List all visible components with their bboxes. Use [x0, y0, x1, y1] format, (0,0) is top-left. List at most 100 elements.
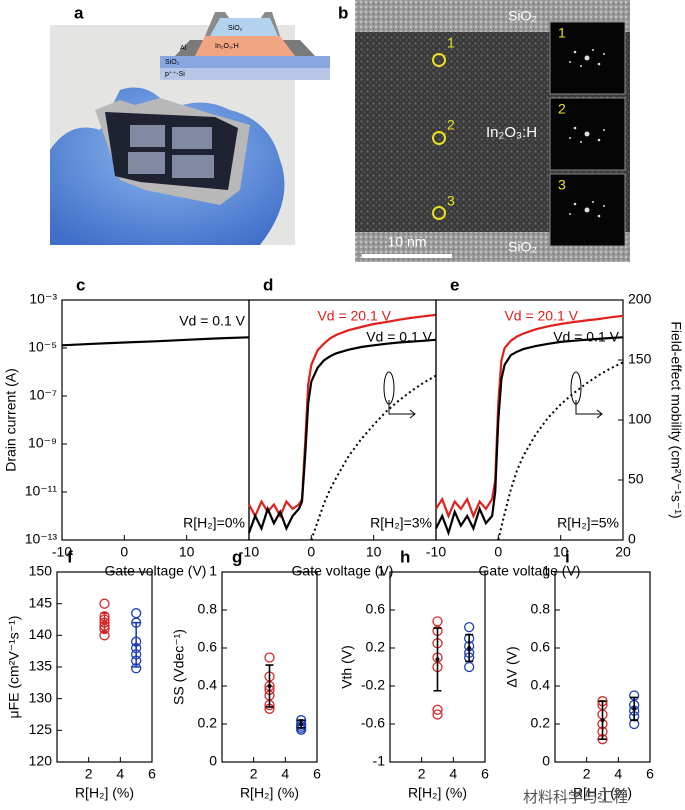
panel-label: h: [400, 547, 410, 566]
plot-frame: [554, 571, 651, 763]
x-tick-label: 20: [615, 544, 631, 560]
photo-panel: a SiO₂ Al In₂O₃:H SiO₂ p⁺⁺-Si: [50, 3, 330, 245]
data-line: [435, 336, 624, 537]
error-bar-mean: [299, 722, 304, 726]
data-line: [435, 314, 624, 519]
y-tick-label: 150: [29, 563, 53, 579]
plot-frame: [221, 571, 318, 763]
y-tick-label: 10⁻⁹: [28, 435, 57, 451]
y2-axis-label: Field-effect mobility (cm²V⁻¹s⁻¹): [668, 321, 684, 518]
y-tick-label: 130: [29, 689, 53, 705]
y-tick-label: 0.2: [531, 715, 551, 731]
annotation: R[H₂]=3%: [370, 515, 432, 531]
x-tick-label: 4: [449, 766, 457, 782]
y-axis-label: SS (Vdec⁻¹): [171, 629, 187, 705]
y-axis-label: Vth (V): [339, 645, 355, 689]
data-line: [247, 338, 437, 534]
data-point: [464, 661, 475, 673]
y-tick-label: 0.8: [531, 601, 551, 617]
annotation: R[H₂]=5%: [557, 515, 619, 531]
data-point: [131, 608, 142, 619]
x-tick-label: 0: [494, 544, 502, 560]
fft-insets: [549, 21, 626, 247]
legend-label: Vd = 0.1 V: [366, 329, 432, 345]
x-tick-label: 4: [614, 766, 622, 782]
x-tick-label: -10: [52, 544, 72, 560]
x-axis-label: R[H₂] (%): [573, 785, 632, 801]
y-axis-label: ΔV (V): [504, 646, 520, 687]
error-bar-mean: [102, 620, 107, 625]
y-tick-label: 145: [29, 594, 53, 610]
film-label: In₂O₃:H: [486, 124, 537, 141]
x-tick-label: 6: [646, 766, 654, 782]
data-line: [61, 336, 250, 347]
y-tick-label: 1: [209, 563, 217, 579]
y2-tick-label: 200: [628, 291, 652, 307]
x-tick-label: 2: [583, 766, 591, 782]
x-tick-label: 0: [307, 544, 315, 560]
data-point: [264, 652, 275, 663]
watermark: 材料科学与工程: [523, 789, 628, 806]
x-tick-label: 10: [553, 544, 569, 560]
x-tick-label: -10: [426, 544, 446, 560]
legend-label: Vd = 0.1 V: [553, 329, 619, 345]
panel-label: g: [232, 547, 242, 566]
y-tick-label: -1: [373, 753, 386, 769]
legend-label: Vd = 20.1 V: [504, 308, 578, 324]
data-line: [497, 361, 624, 541]
y-tick-label: 0.6: [366, 601, 386, 617]
scale-bar: [362, 254, 452, 258]
rotation-arrow: [575, 400, 603, 419]
panel-label: c: [76, 275, 85, 294]
y-tick-label: 0.4: [198, 677, 218, 693]
y-tick-label: 10⁻¹³: [25, 531, 58, 547]
x-axis-label: R[H₂] (%): [240, 785, 299, 801]
point-label: 2: [447, 117, 455, 133]
fft-points: [432, 53, 446, 220]
x-axis-label: R[H₂] (%): [408, 785, 467, 801]
scale-bar-label: 10 nm: [388, 234, 427, 250]
annotation: R[H₂]=0%: [183, 515, 245, 531]
x-tick-label: 2: [250, 766, 258, 782]
y-axis-label: Drain current (A): [3, 368, 19, 471]
x-tick-label: 2: [418, 766, 426, 782]
inset-label: 2: [558, 101, 566, 117]
x-tick-label: 6: [313, 766, 321, 782]
y2-tick-label: 150: [628, 351, 652, 367]
layer-label: p⁺⁺-Si: [165, 70, 185, 78]
point-label: 1: [447, 35, 455, 51]
data-point: [464, 621, 475, 633]
inset-label: 1: [558, 25, 566, 41]
panel-label: f: [67, 547, 73, 566]
rotation-arrow: [388, 400, 416, 419]
devices: [128, 125, 214, 178]
x-tick-label: 2: [85, 766, 93, 782]
panel-label: b: [338, 3, 348, 22]
data-line: [248, 313, 437, 519]
y-tick-label: 0: [542, 753, 550, 769]
y-tick-label: 140: [29, 626, 53, 642]
y2-tick-label: 0: [628, 531, 636, 547]
y-axis-label: μFE (cm²V⁻¹s⁻¹): [6, 616, 22, 719]
y-tick-label: 120: [29, 753, 53, 769]
y-tick-label: 0.6: [531, 639, 551, 655]
y-tick-label: 0: [209, 753, 217, 769]
data-point: [432, 709, 443, 720]
x-tick-label: 10: [179, 544, 195, 560]
error-bar-mean: [467, 646, 472, 650]
error-bar-mean: [632, 706, 637, 711]
y-tick-label: 0.2: [366, 639, 386, 655]
y-tick-label: 0.8: [198, 601, 218, 617]
x-axis-label: R[H₂] (%): [75, 785, 134, 801]
y-tick-label: -0.6: [361, 715, 385, 731]
x-tick-label: 0: [120, 544, 128, 560]
chip: [105, 112, 238, 190]
panel-label: d: [263, 275, 273, 294]
layer-label: SiO₂: [508, 239, 537, 255]
layer-diagram: [160, 12, 330, 80]
inset-label: 3: [558, 177, 566, 193]
y-tick-label: 0.2: [198, 715, 218, 731]
data-point: [432, 616, 443, 627]
error-bar-mean: [435, 657, 440, 662]
